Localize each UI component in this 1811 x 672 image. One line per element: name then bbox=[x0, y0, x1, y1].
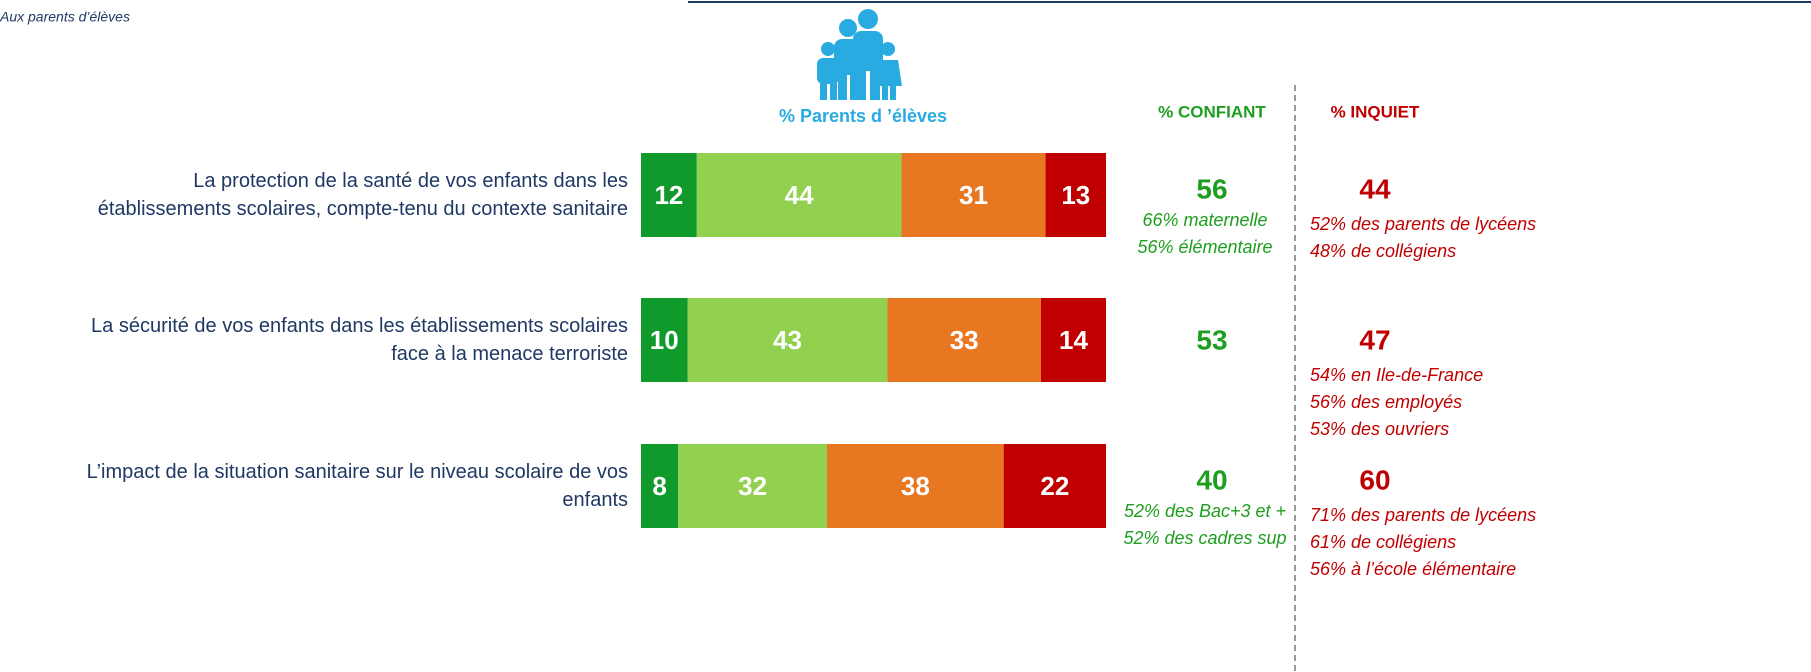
inquiet-total: 47 bbox=[1359, 324, 1390, 355]
bar-segment bbox=[687, 298, 888, 382]
inquiet-detail: 52% des parents de lycéens bbox=[1310, 214, 1536, 234]
bar-segment bbox=[827, 444, 1004, 528]
inquiet-detail: 53% des ouvriers bbox=[1310, 419, 1449, 439]
inquiet-total: 44 bbox=[1359, 173, 1391, 204]
value-label: 8 bbox=[652, 471, 666, 501]
bar-segment bbox=[1040, 298, 1106, 382]
bar-segment bbox=[901, 153, 1046, 237]
value-label: 32 bbox=[738, 471, 767, 501]
inquiet-detail: 56% à l’école élémentaire bbox=[1310, 559, 1516, 579]
bar-segment bbox=[1003, 444, 1106, 528]
value-label: 12 bbox=[654, 180, 683, 210]
confiant-detail: 66% maternelle bbox=[1142, 210, 1267, 230]
chart-title: % Parents d ’élèves bbox=[779, 106, 947, 126]
category-label: La protection de la santé de vos enfants… bbox=[97, 170, 628, 220]
value-label: 31 bbox=[959, 180, 988, 210]
note: Aux parents d’élèves bbox=[0, 9, 130, 25]
bar-segment bbox=[887, 298, 1041, 382]
bar-segment bbox=[1045, 153, 1106, 237]
inquiet-detail: 54% en Ile-de-France bbox=[1310, 365, 1483, 385]
inquiet-total: 60 bbox=[1359, 464, 1390, 495]
value-label: 10 bbox=[650, 325, 679, 355]
value-label: 22 bbox=[1040, 471, 1069, 501]
bar-segment bbox=[641, 444, 679, 528]
value-label: 33 bbox=[950, 325, 979, 355]
inquiet-detail: 48% de collégiens bbox=[1310, 241, 1456, 261]
bar-segment bbox=[678, 444, 827, 528]
confiant-detail: 52% des cadres sup bbox=[1123, 528, 1286, 548]
bar-segment bbox=[641, 153, 697, 237]
value-label: 44 bbox=[785, 180, 814, 210]
value-label: 13 bbox=[1061, 180, 1090, 210]
value-label: 38 bbox=[901, 471, 930, 501]
confiant-header: % CONFIANT bbox=[1158, 102, 1266, 121]
value-label: 43 bbox=[773, 325, 802, 355]
confiant-detail: 56% élémentaire bbox=[1137, 237, 1272, 257]
value-label: 14 bbox=[1059, 325, 1088, 355]
confiant-total: 53 bbox=[1196, 324, 1227, 355]
bar-segment bbox=[641, 298, 688, 382]
inquiet-detail: 61% de collégiens bbox=[1310, 532, 1456, 552]
inquiet-detail: 56% des employés bbox=[1310, 392, 1462, 412]
confiant-total: 56 bbox=[1196, 173, 1227, 204]
family-icon bbox=[817, 9, 902, 100]
bar-segment bbox=[696, 153, 902, 237]
category-label: La sécurité de vos enfants dans les étab… bbox=[91, 315, 628, 365]
confiant-total: 40 bbox=[1196, 464, 1227, 495]
inquiet-header: % INQUIET bbox=[1331, 102, 1420, 121]
confiant-detail: 52% des Bac+3 et + bbox=[1124, 501, 1286, 521]
category-label: L’impact de la situation sanitaire sur l… bbox=[86, 461, 628, 511]
inquiet-detail: 71% des parents de lycéens bbox=[1310, 505, 1536, 525]
